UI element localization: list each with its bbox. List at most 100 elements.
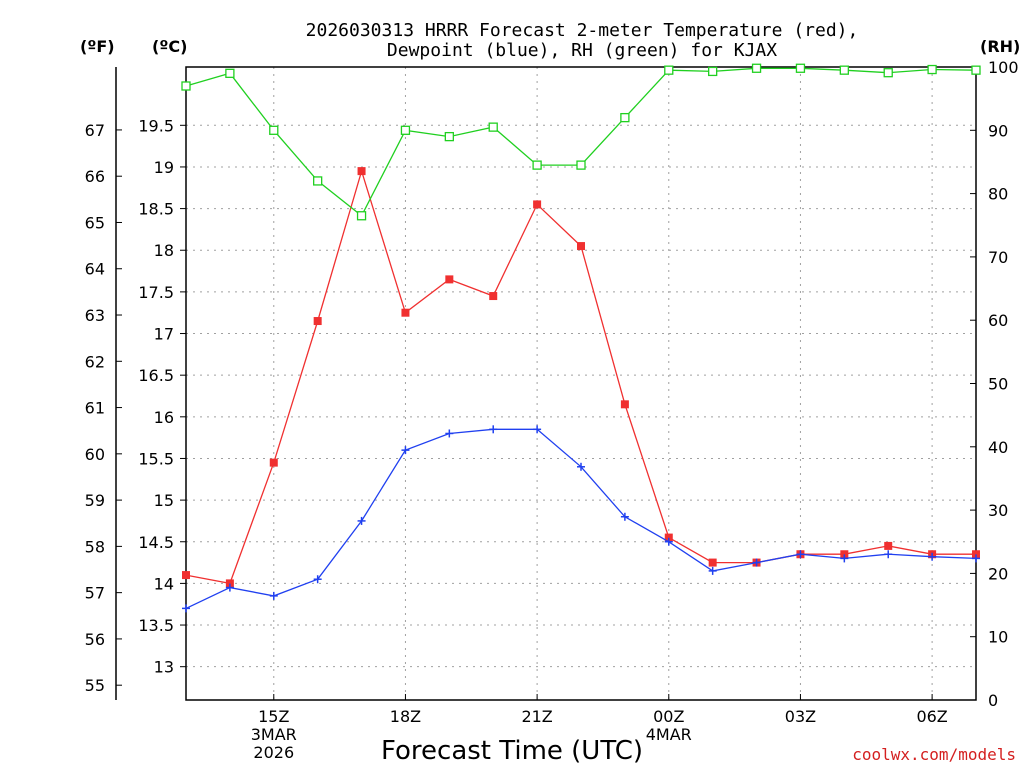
dewpoint-point — [445, 429, 454, 438]
dewpoint-point — [928, 552, 937, 561]
rh-tick-label: 20 — [988, 564, 1008, 583]
dewpoint-series-line — [185, 428, 977, 609]
fahrenheit-tick-label: 64 — [85, 260, 105, 279]
x-tick-label: 03Z — [785, 707, 816, 726]
rh-point — [971, 65, 981, 75]
celsius-tick-label: 15.5 — [138, 449, 174, 468]
fahrenheit-tick-label: 61 — [85, 399, 105, 418]
chart-title-line1: 2026030313 HRRR Forecast 2-meter Tempera… — [306, 20, 859, 41]
dewpoint-point — [357, 516, 366, 525]
dewpoint-point — [840, 554, 849, 563]
dewpoint-point — [664, 537, 673, 546]
rh-point — [444, 131, 454, 142]
celsius-tick-label: 13.5 — [138, 616, 174, 635]
rh-unit-label: (RH) — [980, 37, 1020, 56]
fahrenheit-tick-label: 57 — [85, 584, 105, 603]
dewpoint-point — [708, 566, 717, 575]
axes: 13 13.5 14 14.5 15 15.5 16 16.5 17 17.5 18 18.5 19 19… — [85, 58, 1019, 762]
celsius-tick-label: 18.5 — [138, 200, 174, 219]
celsius-tick-label: 19 — [154, 158, 174, 177]
x-tick-label: 00Z — [653, 707, 684, 726]
dewpoint-point — [752, 558, 761, 567]
rh-tick-label: 40 — [988, 438, 1008, 457]
x-tick-label: 18Z — [390, 707, 421, 726]
2-meter-temperature-point — [225, 579, 234, 588]
2-meter-temperature-point — [840, 550, 849, 559]
fahrenheit-tick-label: 62 — [85, 352, 105, 371]
2-meter-temperature-point — [577, 242, 585, 251]
rh-point — [269, 125, 279, 135]
fahrenheit-tick-label: 59 — [85, 491, 105, 510]
rh-point — [488, 122, 498, 132]
2-meter-temperature-point — [664, 533, 673, 542]
rh-point — [225, 68, 235, 78]
fahrenheit-tick-label: 65 — [85, 213, 105, 232]
rh-tick-label: 70 — [988, 248, 1008, 267]
fahrenheit-unit-label: (ºF) — [80, 37, 115, 56]
2-meter-temperature-point — [269, 458, 278, 467]
dewpoint-point — [313, 575, 322, 584]
fahrenheit-tick-label: 55 — [85, 676, 105, 695]
celsius-unit-label: (ºC) — [152, 37, 187, 56]
dewpoint-point — [489, 425, 498, 434]
fahrenheit-tick-label: 67 — [85, 121, 105, 140]
dewpoint-point — [577, 462, 585, 471]
x-tick-label: 3MAR — [251, 725, 297, 744]
rh-point — [839, 65, 849, 75]
x-tick-label: 21Z — [521, 707, 552, 726]
x-tick-label: 15Z — [258, 707, 289, 726]
fahrenheit-tick-label: 58 — [85, 537, 105, 556]
rh-tick-label: 60 — [988, 311, 1008, 330]
dewpoint-point — [269, 591, 278, 600]
dewpoint-point — [972, 554, 980, 563]
dewpoint-point — [533, 425, 542, 434]
celsius-tick-label: 18 — [154, 241, 174, 260]
series-layer — [181, 63, 981, 613]
rh-point — [708, 66, 718, 77]
celsius-tick-label: 15 — [154, 491, 174, 510]
rh-tick-label: 10 — [988, 628, 1008, 647]
2-meter-temperature-point — [357, 167, 366, 176]
rh-tick-label: 90 — [988, 121, 1008, 140]
2-meter-temperature-point — [884, 541, 893, 550]
rh-point — [664, 65, 674, 75]
dewpoint-point — [182, 604, 190, 613]
rh-tick-label: 80 — [988, 185, 1008, 204]
celsius-tick-label: 17.5 — [138, 283, 174, 302]
rh-tick-label: 0 — [988, 691, 998, 710]
2-meter-temperature-point — [401, 308, 410, 317]
rh-point — [400, 125, 411, 135]
fahrenheit-tick-label: 66 — [85, 167, 105, 186]
x-axis-label: Forecast Time (UTC) — [381, 736, 643, 766]
2-meter-temperature-point — [620, 400, 629, 409]
fahrenheit-tick-label: 56 — [85, 630, 105, 649]
rh-tick-label: 50 — [988, 375, 1008, 394]
rh-tick-label: 30 — [988, 501, 1008, 520]
rh-point — [356, 211, 367, 221]
celsius-tick-label: 14 — [154, 574, 174, 593]
2-meter-temperature-point — [182, 571, 190, 580]
2-meter-temperature-point — [313, 317, 322, 326]
2-meter-temperature-point — [972, 550, 980, 559]
rh-point — [181, 81, 191, 91]
rh-point — [532, 160, 542, 170]
2-meter-temperature-point — [489, 292, 498, 301]
2-meter-temperature-point — [708, 558, 717, 567]
2-meter-temperature-series-line — [185, 168, 976, 585]
fahrenheit-tick-label: 63 — [85, 306, 105, 325]
dewpoint-point — [796, 550, 805, 559]
celsius-tick-label: 19.5 — [138, 116, 174, 135]
chart-title-line2: Dewpoint (blue), RH (green) for KJAX — [387, 40, 777, 61]
rh-point — [883, 68, 893, 78]
fahrenheit-tick-label: 60 — [85, 445, 105, 464]
celsius-tick-label: 13 — [154, 658, 174, 677]
rh-tick-label: 100 — [988, 58, 1019, 77]
x-tick-label: 06Z — [916, 707, 947, 726]
2-meter-temperature-point — [445, 275, 454, 284]
rh-point — [576, 160, 586, 170]
celsius-tick-label: 17 — [154, 325, 174, 344]
x-tick-label: 4MAR — [646, 725, 692, 744]
celsius-tick-label: 16.5 — [138, 366, 174, 385]
celsius-tick-label: 14.5 — [138, 533, 174, 552]
